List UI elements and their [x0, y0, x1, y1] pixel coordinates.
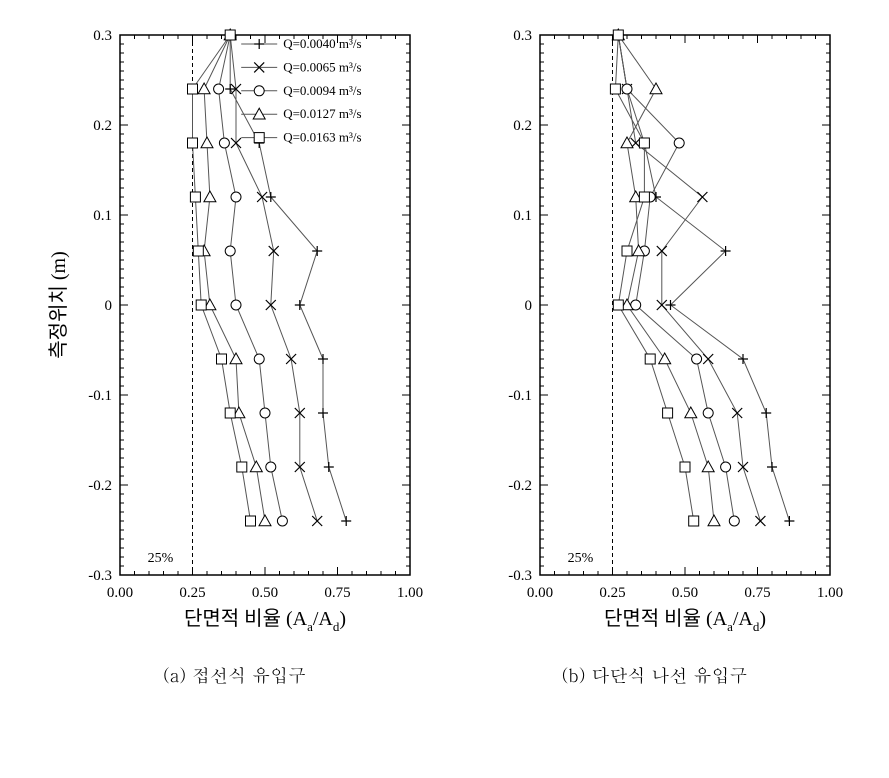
- svg-text:0.00: 0.00: [526, 585, 552, 601]
- svg-text:Q=0.0127 m³/s: Q=0.0127 m³/s: [283, 106, 361, 121]
- svg-text:25%: 25%: [567, 551, 593, 566]
- svg-text:-0.3: -0.3: [88, 568, 112, 584]
- svg-text:-0.1: -0.1: [88, 388, 112, 404]
- svg-text:Q=0.0065 m³/s: Q=0.0065 m³/s: [283, 59, 361, 74]
- svg-text:0: 0: [104, 298, 112, 314]
- svg-text:0.1: 0.1: [513, 208, 532, 224]
- svg-text:0.25: 0.25: [179, 585, 205, 601]
- svg-text:1.00: 1.00: [816, 585, 842, 601]
- svg-text:0.25: 0.25: [599, 585, 625, 601]
- chart-a-svg: 0.00 0.25 0.50 0.75 1.00 -0.3 -0.2 -0.1 0 0.1 0.2 0…: [45, 20, 425, 640]
- chart-b-wrap: 0.00 0.25 0.50 0.75 1.00 -0.3 -0.2 -0.1 0 0.1 0.2 0…: [465, 20, 845, 645]
- svg-text:25%: 25%: [147, 551, 173, 566]
- svg-text:0.75: 0.75: [744, 585, 770, 601]
- svg-text:-0.1: -0.1: [508, 388, 532, 404]
- svg-text:-0.3: -0.3: [508, 568, 532, 584]
- svg-text:0: 0: [524, 298, 532, 314]
- svg-text:Q=0.0163 m³/s: Q=0.0163 m³/s: [283, 130, 361, 145]
- svg-text:0.75: 0.75: [324, 585, 350, 601]
- svg-text:0.2: 0.2: [93, 118, 112, 134]
- svg-text:Q=0.0040 m³/s: Q=0.0040 m³/s: [283, 36, 361, 51]
- svg-text:0.50: 0.50: [251, 585, 277, 601]
- svg-text:0.00: 0.00: [106, 585, 132, 601]
- chart-a-wrap: 0.00 0.25 0.50 0.75 1.00 -0.3 -0.2 -0.1 0 0.1 0.2 0…: [45, 20, 425, 645]
- svg-text:Q=0.0094 m³/s: Q=0.0094 m³/s: [283, 83, 361, 98]
- svg-text:1.00: 1.00: [396, 585, 422, 601]
- figure-container: 0.00 0.25 0.50 0.75 1.00 -0.3 -0.2 -0.1 0 0.1 0.2 0…: [20, 20, 869, 688]
- svg-text:측정위치 (m): 측정위치 (m): [47, 251, 70, 358]
- chart-b-svg: 0.00 0.25 0.50 0.75 1.00 -0.3 -0.2 -0.1 0 0.1 0.2 0…: [465, 20, 845, 640]
- caption-b: (b) 다단식 나선 유입구: [562, 663, 748, 688]
- svg-text:0.1: 0.1: [93, 208, 112, 224]
- svg-text:단면적 비율 (Aa/Ad): 단면적 비율 (Aa/Ad): [183, 607, 345, 634]
- svg-text:-0.2: -0.2: [508, 478, 532, 494]
- panel-a: 0.00 0.25 0.50 0.75 1.00 -0.3 -0.2 -0.1 0 0.1 0.2 0…: [45, 20, 425, 688]
- svg-text:-0.2: -0.2: [88, 478, 112, 494]
- caption-a: (a) 접선식 유입구: [163, 663, 306, 688]
- svg-text:0.3: 0.3: [93, 28, 112, 44]
- panel-b: 0.00 0.25 0.50 0.75 1.00 -0.3 -0.2 -0.1 0 0.1 0.2 0…: [465, 20, 845, 688]
- svg-text:0.2: 0.2: [513, 118, 532, 134]
- svg-text:단면적 비율 (Aa/Ad): 단면적 비율 (Aa/Ad): [603, 607, 765, 634]
- svg-text:0.3: 0.3: [513, 28, 532, 44]
- svg-text:0.50: 0.50: [671, 585, 697, 601]
